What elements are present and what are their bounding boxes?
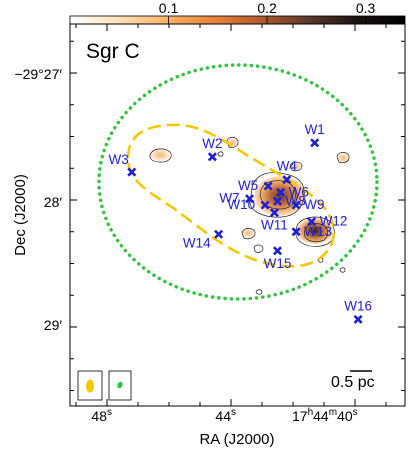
plot-frame [70,24,405,406]
source-label-w5: W5 [238,178,258,193]
x-tick-label-48: 48s [91,407,112,424]
source-marker-w6 [276,187,286,197]
beam-boxes [77,370,132,401]
x-tick-sup-h: h [308,407,314,418]
y-tick-labels: −29°27′ 28′ 29′ [14,66,62,333]
x-axis-title: RA (J2000) [199,431,274,448]
y-tick-label-29: 29′ [44,317,63,333]
colorbar-tick-label: 0.2 [257,0,277,16]
colorbar-ticks: 0.1 0.2 0.3 [159,0,376,24]
beam-left [86,379,94,393]
source-label-w1: W1 [305,122,325,137]
emission-blob-w1 [337,153,349,163]
colorbar-tick-label: 0.1 [159,0,179,16]
source-marker-w4 [282,175,292,185]
beam-box-right [108,370,132,401]
contour-w3 [149,148,172,163]
scale-bar-label: 0.5 pc [331,374,375,391]
contour-main-inner [259,180,296,210]
source-label-w2: W2 [202,136,222,151]
colorbar-tick-label: 0.3 [356,0,376,16]
source-marker-w11 [269,208,279,218]
source-label-w10: W10 [227,197,255,212]
x-tick-label-44: 44s [215,407,236,424]
source-label-w9: W9 [304,197,324,212]
y-axis-title: Dec (J2000) [12,174,29,256]
source-label-w3: W3 [109,152,129,167]
contour-w2 [226,136,239,148]
contour-lines [149,136,350,295]
source-marker-w10 [260,200,270,210]
source-marker-w2 [207,152,217,162]
source-label-w6: W6 [289,184,309,199]
source-label-w8: W8 [286,193,306,208]
contour-small-2 [339,267,346,273]
x-tick-sup-s2: s [231,407,236,418]
extended-emission-contour [126,123,335,268]
region-label: Sgr C [86,40,140,63]
x-tick-sup-m: m [329,407,337,418]
x-tick-label-17h44m40s: 17h44m40s [292,407,358,424]
source-marker-w7 [245,194,255,204]
source-label-w15: W15 [264,256,292,271]
source-marker-w12 [307,217,317,227]
emission-blob-w3 [150,149,170,161]
source-marker-w15 [272,246,283,256]
contour-w14 [241,228,256,240]
beam-right [117,381,123,389]
x-tick-sup-s: s [107,407,112,418]
source-marker-w13 [291,227,301,237]
contour-w4 [289,161,303,172]
source-label-w12: W12 [320,214,348,229]
contour-south-inner [303,223,328,243]
emission-blob-w4 [290,162,302,170]
source-marker-w9 [291,200,301,210]
source-marker-w3 [127,167,137,177]
y-tick-label-28: 28′ [44,194,63,210]
source-label-w11: W11 [261,218,288,233]
emission-blob-w2 [226,138,238,148]
source-label-w14: W14 [183,235,211,250]
contour-w15 [253,244,264,253]
source-marker-w14 [214,229,224,239]
contour-small-1 [217,151,224,157]
emission-blob-w14 [241,228,255,238]
source-label-w16: W16 [344,298,372,313]
contour-small-3 [255,289,263,295]
x-tick-labels: 48s 44s 17h44m40s [91,407,357,424]
y-tick-label-27: −29°27′ [14,66,62,82]
colorbar [69,15,406,25]
source-marker-w1 [310,138,320,148]
scale-bar: 0.5 pc [331,370,375,391]
source-label-w13: W13 [304,224,332,239]
field-of-view-ellipse [97,63,379,301]
beam-box-left [77,370,103,401]
contour-w1 [336,152,350,164]
source-label-w4: W4 [277,159,298,174]
axis-ticks [70,24,405,406]
plot-border [69,23,406,407]
x-tick-sup-s3: s [353,407,358,418]
source-label-w7: W7 [219,191,239,206]
source-marker-w8 [272,196,283,206]
source-marker-w5 [263,181,273,191]
source-marker-w16 [353,314,363,324]
